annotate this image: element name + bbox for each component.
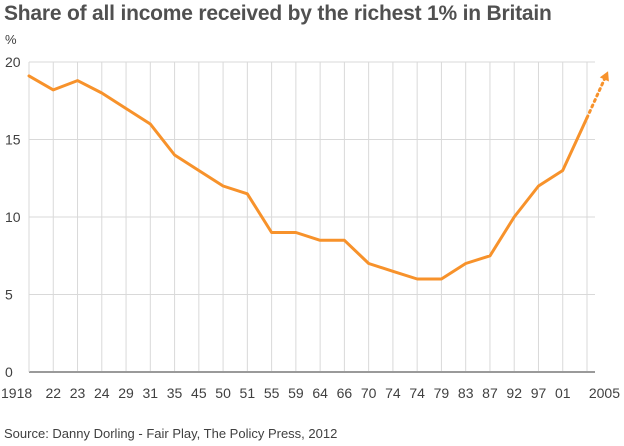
x-tick-label: 66	[337, 385, 353, 401]
x-tick-label: 23	[70, 385, 86, 401]
source-note: Source: Danny Dorling - Fair Play, The P…	[4, 426, 338, 441]
x-tick-label: 1918	[1, 385, 32, 401]
x-tick-label: 55	[264, 385, 280, 401]
x-tick-label: 97	[531, 385, 547, 401]
y-tick-label: 15	[5, 132, 21, 148]
x-tick-label: 74	[409, 385, 425, 401]
x-tick-label: 51	[240, 385, 256, 401]
x-tick-label: 79	[434, 385, 450, 401]
series-layer	[27, 71, 609, 281]
x-tick-label: 35	[167, 385, 183, 401]
y-tick-label: 0	[5, 364, 13, 380]
x-tick-label: 29	[118, 385, 134, 401]
y-tick-label: 10	[5, 209, 21, 225]
x-tick-label: 01	[555, 385, 571, 401]
x-tick-label: 2005	[589, 385, 620, 401]
y-tick-labels: 0 5 10 15 20	[5, 54, 21, 380]
x-tick-label: 59	[288, 385, 304, 401]
trend-arrow-head	[599, 71, 609, 82]
series-line	[27, 74, 589, 281]
trend-arrow-line	[585, 74, 608, 120]
y-tick-label: 5	[5, 287, 13, 303]
chart-title: Share of all income received by the rich…	[4, 2, 552, 25]
x-tick-label: 45	[191, 385, 207, 401]
x-tick-label: 92	[506, 385, 522, 401]
x-tick-label: 22	[45, 385, 61, 401]
x-tick-label: 87	[482, 385, 498, 401]
grid-lines	[28, 61, 595, 373]
x-tick-label: 24	[94, 385, 110, 401]
x-tick-label: 64	[312, 385, 328, 401]
x-tick-label: 50	[215, 385, 231, 401]
x-tick-labels: 1918 22 23 24 29 31 35 45 50 51 55 59 64 66 70 74 74 79 83…	[1, 385, 620, 401]
x-tick-label: 31	[143, 385, 159, 401]
x-tick-label: 83	[458, 385, 474, 401]
x-tick-label: 70	[361, 385, 377, 401]
x-tick-label: 74	[385, 385, 401, 401]
y-axis-unit: %	[5, 32, 17, 47]
y-tick-label: 20	[5, 54, 21, 70]
